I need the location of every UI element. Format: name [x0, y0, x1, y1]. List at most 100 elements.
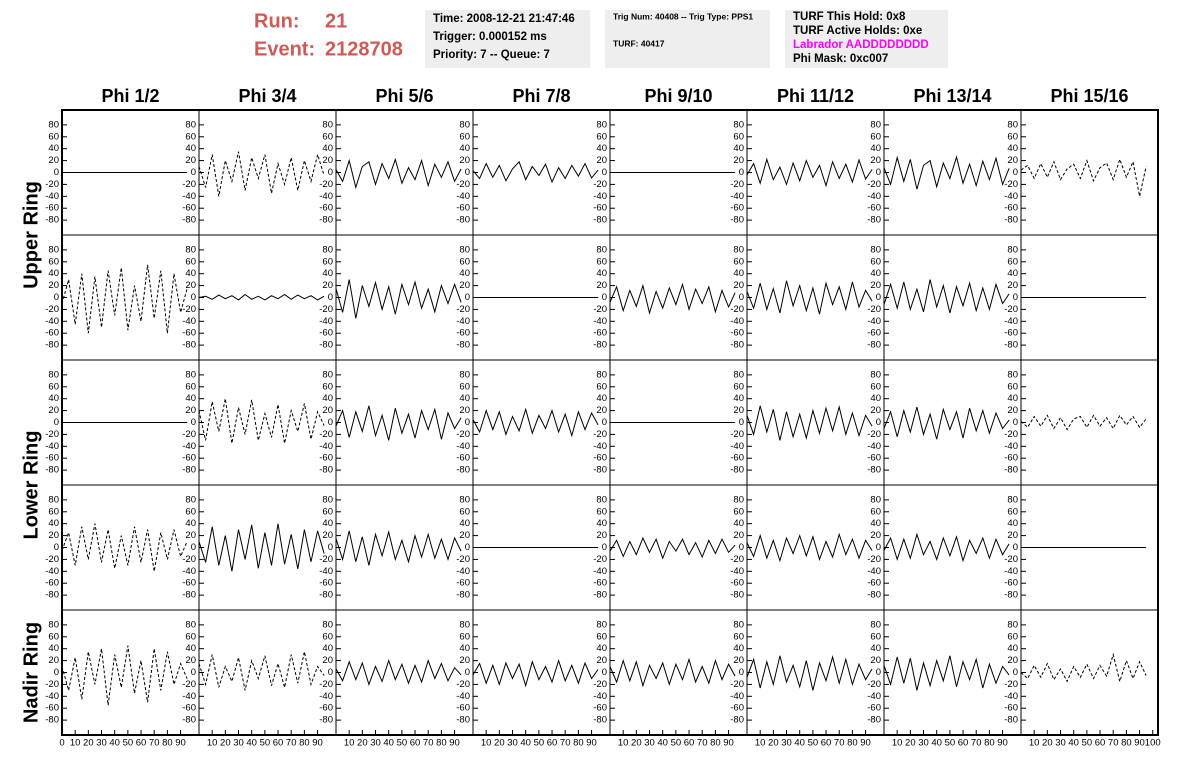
y-tick-label: 80 [733, 619, 744, 630]
y-tick-label: 20 [596, 530, 607, 541]
y-tick-label: -60 [319, 203, 333, 214]
x-tick-label: 10 [618, 738, 629, 749]
x-tick-label: 80 [299, 738, 310, 749]
y-tick-label: 20 [48, 530, 59, 541]
x-tick-label: 10 [1029, 738, 1040, 749]
y-tick-label: -40 [182, 316, 196, 327]
y-tick-label: -80 [867, 465, 881, 476]
y-tick-label: 40 [733, 143, 744, 154]
y-tick-label: 0 [876, 292, 881, 303]
y-tick-label: -20 [319, 679, 333, 690]
panel-frame [1020, 609, 1159, 736]
y-tick-label: 20 [1007, 405, 1018, 416]
y-tick-label: 80 [596, 119, 607, 130]
x-tick-label: 10 [755, 738, 766, 749]
info-text: Trig Num: 40408 -- Trig Type: PPS1 [613, 11, 753, 21]
y-tick-label: 60 [596, 256, 607, 267]
y-tick-label: 80 [870, 494, 881, 505]
x-tick-label: 40 [657, 738, 668, 749]
y-tick-label: 60 [1007, 506, 1018, 517]
y-tick-label: 20 [185, 280, 196, 291]
x-tick-label: 20 [768, 738, 779, 749]
y-tick-label: 80 [870, 619, 881, 630]
y-tick-label: 20 [185, 155, 196, 166]
y-tick-label: 80 [1007, 119, 1018, 130]
event-label: Event: [254, 38, 315, 60]
y-tick-label: 20 [870, 155, 881, 166]
y-tick-label: -20 [182, 429, 196, 440]
waveform [198, 293, 325, 301]
y-tick-label: -40 [319, 191, 333, 202]
y-tick-label: 0 [1013, 667, 1018, 678]
y-tick-label: -80 [593, 715, 607, 726]
y-tick-label: -60 [45, 203, 59, 214]
y-tick-label: 60 [185, 256, 196, 267]
y-tick-label: -60 [182, 203, 196, 214]
panel-frame [746, 609, 885, 736]
x-tick-label: 10 [207, 738, 218, 749]
y-tick-label: 20 [459, 405, 470, 416]
y-tick-label: 60 [870, 131, 881, 142]
y-tick-label: 0 [739, 167, 744, 178]
info-text: TURF Active Holds: 0xe [793, 25, 922, 37]
x-tick-label: 90 [997, 738, 1008, 749]
waveform [335, 405, 462, 441]
waveform [609, 657, 736, 688]
y-tick-label: 0 [191, 667, 196, 678]
panel-frame [472, 359, 611, 486]
y-tick-label: 60 [733, 631, 744, 642]
y-tick-label: 80 [733, 119, 744, 130]
info-box [425, 10, 590, 68]
y-tick-label: 80 [48, 244, 59, 255]
event-number: 2128708 [325, 38, 403, 60]
y-tick-label: -40 [867, 441, 881, 452]
panel-frame [335, 234, 474, 361]
y-tick-label: 80 [185, 494, 196, 505]
waveform [746, 655, 873, 691]
y-tick-label: -20 [867, 429, 881, 440]
y-tick-label: 60 [459, 131, 470, 142]
y-tick-label: -80 [319, 340, 333, 351]
y-tick-label: 40 [185, 393, 196, 404]
column-header: Phi 11/12 [777, 86, 854, 106]
y-tick-label: -40 [456, 566, 470, 577]
y-tick-label: 20 [459, 280, 470, 291]
y-tick-label: 40 [48, 143, 59, 154]
y-tick-label: 40 [48, 518, 59, 529]
waveform [883, 655, 1010, 691]
panel-frame [198, 234, 337, 361]
waveform [746, 280, 873, 315]
x-tick-label: 50 [397, 738, 408, 749]
x-tick-label: 70 [1108, 738, 1119, 749]
y-tick-label: 0 [54, 292, 59, 303]
panel-frame [1020, 109, 1159, 236]
y-tick-label: -60 [867, 453, 881, 464]
y-tick-label: 40 [48, 393, 59, 404]
y-tick-label: -80 [593, 340, 607, 351]
y-tick-label: 20 [322, 155, 333, 166]
y-tick-label: 40 [459, 143, 470, 154]
x-tick-label: 10 [70, 738, 81, 749]
y-tick-label: -80 [730, 215, 744, 226]
y-tick-label: -60 [456, 578, 470, 589]
y-tick-label: -80 [867, 340, 881, 351]
waveform [61, 645, 188, 706]
waveform [335, 530, 462, 566]
y-tick-label: -80 [319, 590, 333, 601]
waveform [198, 523, 325, 572]
y-tick-label: 40 [459, 518, 470, 529]
y-tick-label: -40 [45, 316, 59, 327]
y-tick-label: 20 [596, 655, 607, 666]
y-tick-label: -80 [730, 715, 744, 726]
y-tick-label: -80 [182, 465, 196, 476]
y-tick-label: 40 [870, 643, 881, 654]
x-tick-label: 40 [246, 738, 257, 749]
y-tick-label: 20 [733, 155, 744, 166]
y-tick-label: 60 [322, 256, 333, 267]
ring-label: Upper Ring [20, 181, 42, 289]
y-tick-label: -20 [456, 429, 470, 440]
info-text: Labrador AADDDDDDDD [793, 39, 929, 51]
y-tick-label: 60 [459, 506, 470, 517]
y-tick-label: 40 [596, 268, 607, 279]
y-tick-label: -20 [456, 179, 470, 190]
